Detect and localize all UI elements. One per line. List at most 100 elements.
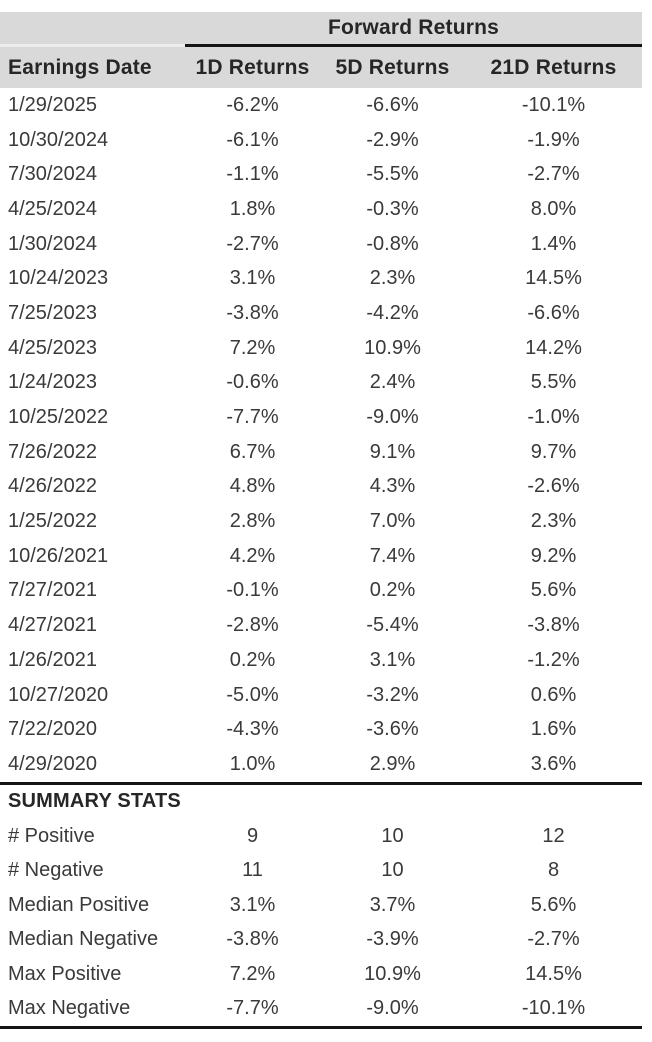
cell-value: -5.0% — [226, 683, 279, 706]
cell-value: 4.2% — [229, 544, 276, 567]
row-label: 7/22/2020 — [8, 718, 97, 741]
cell-value: -2.7% — [527, 928, 580, 950]
cell-value: 11 — [242, 859, 263, 881]
cell-value: -9.0% — [366, 406, 419, 429]
cell-value: -1.9% — [527, 128, 580, 151]
column-header-5d-returns: 5D Returns — [335, 55, 450, 79]
cell-value: -6.1% — [226, 128, 279, 151]
cell-value: -3.6% — [366, 718, 419, 741]
row-label: 1/25/2022 — [8, 510, 97, 533]
cell-value: 1.4% — [530, 232, 577, 255]
cell-value: -2.6% — [527, 475, 580, 498]
table-row: 1/29/2025 -6.2% -6.6% -10.1% — [0, 88, 642, 123]
table-row: 4/26/2022 4.8% 4.3% -2.6% — [0, 470, 642, 505]
cell-value: -5.5% — [366, 163, 419, 186]
table-row: 4/27/2021 -2.8% -5.4% -3.8% — [0, 608, 642, 643]
cell-value: -1.0% — [527, 406, 580, 429]
cell-value: 2.4% — [369, 371, 416, 394]
summary-row: Max Positive 7.2% 10.9% 14.5% — [0, 957, 642, 992]
row-label: 7/25/2023 — [8, 301, 97, 324]
cell-value: -0.3% — [366, 197, 419, 220]
row-label: 10/25/2022 — [8, 406, 109, 429]
table-row: 1/30/2024 -2.7% -0.8% 1.4% — [0, 227, 642, 262]
table-row: 10/24/2023 3.1% 2.3% 14.5% — [0, 261, 642, 296]
cell-value: -10.1% — [521, 93, 586, 116]
table-row: 4/25/2024 1.8% -0.3% 8.0% — [0, 192, 642, 227]
cell-value: 3.1% — [229, 267, 276, 290]
table-row: 7/27/2021 -0.1% 0.2% 5.6% — [0, 574, 642, 609]
cell-value: 8.0% — [530, 197, 577, 220]
cell-value: 10 — [381, 859, 404, 881]
row-label: 10/24/2023 — [8, 267, 109, 290]
cell-value: 2.3% — [369, 267, 416, 290]
cell-value: 4.3% — [369, 475, 416, 498]
cell-value: 3.1% — [369, 648, 416, 671]
cell-value: -1.1% — [226, 163, 279, 186]
cell-value: 10.9% — [364, 336, 421, 359]
cell-value: 8 — [547, 859, 560, 881]
summary-row: Median Positive 3.1% 3.7% 5.6% — [0, 888, 642, 923]
forward-returns-table: Forward Returns Earnings Date 1D Returns… — [0, 0, 642, 1029]
cell-value: -2.8% — [226, 614, 279, 637]
row-label: 4/25/2023 — [8, 336, 97, 359]
group-header-forward-returns: Forward Returns — [185, 12, 642, 47]
row-label: 4/27/2021 — [8, 614, 97, 637]
table-row: 7/26/2022 6.7% 9.1% 9.7% — [0, 435, 642, 470]
cell-value: 2.3% — [530, 510, 577, 533]
cell-value: 9 — [246, 824, 259, 847]
cell-value: 14.2% — [525, 336, 582, 359]
row-label: 7/30/2024 — [8, 163, 97, 186]
table-row: 4/29/2020 1.0% 2.9% 3.6% — [0, 747, 642, 782]
summary-stats-title: SUMMARY STATS — [8, 790, 181, 813]
cell-value: -3.8% — [226, 301, 279, 324]
row-label: Median Negative — [8, 928, 159, 950]
cell-value: 3.1% — [229, 893, 276, 916]
cell-value: -3.8% — [527, 614, 580, 637]
summary-row: # Negative 11 10 8 — [0, 853, 642, 888]
cell-value: -6.6% — [527, 301, 580, 324]
summary-row: Max Negative -7.7% -9.0% -10.1% — [0, 991, 642, 1026]
row-label: 1/24/2023 — [8, 371, 97, 394]
cell-value: -0.1% — [226, 579, 279, 602]
cell-value: -10.1% — [521, 997, 586, 1019]
table-row: 7/30/2024 -1.1% -5.5% -2.7% — [0, 157, 642, 192]
cell-value: 0.6% — [530, 683, 577, 706]
cell-value: -6.6% — [366, 93, 419, 116]
cell-value: 9.2% — [530, 544, 577, 567]
row-label: 1/30/2024 — [8, 232, 97, 255]
cell-value: -0.8% — [366, 232, 419, 255]
cell-value: 14.5% — [525, 962, 582, 985]
row-label: 10/27/2020 — [8, 683, 109, 706]
cell-value: -2.7% — [226, 232, 279, 255]
table-row: 7/22/2020 -4.3% -3.6% 1.6% — [0, 712, 642, 747]
cell-value: 5.5% — [530, 371, 577, 394]
group-header-row: Forward Returns — [0, 12, 642, 47]
cell-value: -9.0% — [366, 997, 419, 1019]
cell-value: -2.9% — [366, 128, 419, 151]
row-label: 7/27/2021 — [8, 579, 97, 602]
column-header-21d-returns: 21D Returns — [490, 55, 617, 79]
row-label: Median Positive — [8, 893, 150, 916]
table-row: 4/25/2023 7.2% 10.9% 14.2% — [0, 331, 642, 366]
cell-value: 4.8% — [229, 475, 276, 498]
cell-value: 10.9% — [364, 962, 421, 985]
cell-value: 3.7% — [369, 893, 416, 916]
cell-value: 7.2% — [229, 336, 276, 359]
row-label: # Negative — [8, 859, 104, 881]
cell-value: 9.7% — [530, 440, 577, 463]
top-margin — [0, 0, 642, 12]
cell-value: -6.2% — [226, 93, 279, 116]
bottom-rule — [0, 1025, 642, 1029]
cell-value: -1.2% — [527, 648, 580, 671]
cell-value: 0.2% — [229, 648, 276, 671]
summary-row: Median Negative -3.8% -3.9% -2.7% — [0, 922, 642, 957]
cell-value: 7.4% — [369, 544, 416, 567]
cell-value: 12 — [542, 824, 565, 847]
cell-value: 2.9% — [369, 752, 416, 775]
cell-value: 5.6% — [530, 579, 577, 602]
column-header-1d-returns: 1D Returns — [195, 55, 310, 79]
row-label: 4/25/2024 — [8, 197, 97, 220]
table-row: 10/27/2020 -5.0% -3.2% 0.6% — [0, 678, 642, 713]
summary-title-row: SUMMARY STATS — [0, 785, 642, 819]
table-row: 1/24/2023 -0.6% 2.4% 5.5% — [0, 366, 642, 401]
